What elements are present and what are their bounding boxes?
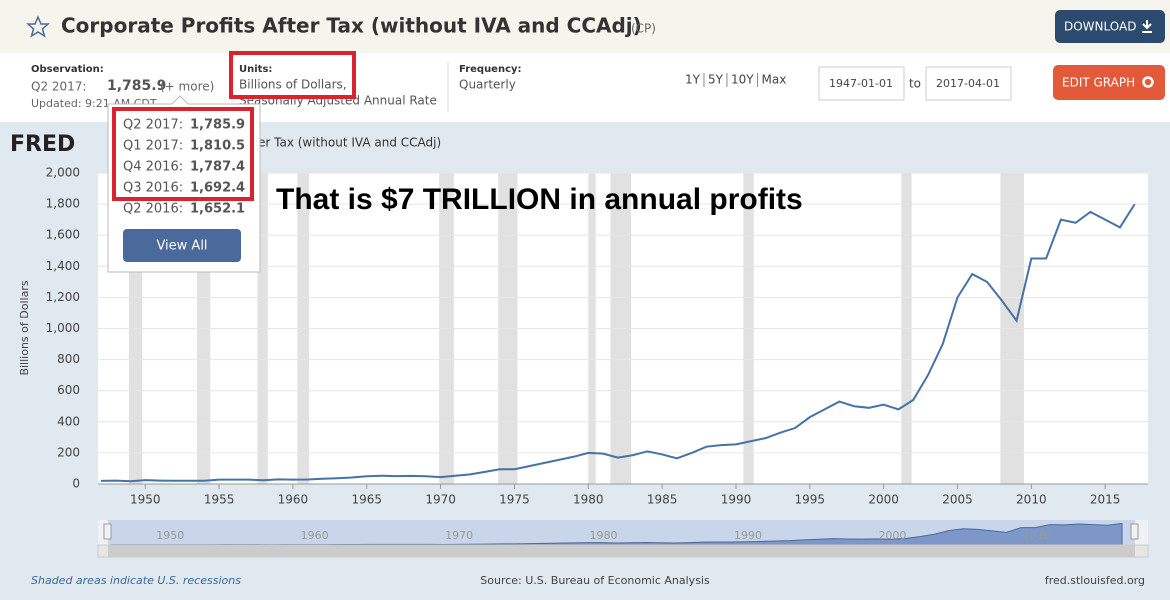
y-tick-label: 1,600 [46,228,80,242]
x-tick-label: 2015 [1090,493,1121,507]
range-link[interactable]: 10Y [731,73,754,87]
units-label: Units: [239,64,272,75]
download-button[interactable] [1055,10,1165,43]
range-link[interactable]: 1Y [685,73,701,87]
x-tick-label: 1990 [721,493,752,507]
series-code: (CP) [631,22,656,36]
navigator-tick-label: 1970 [445,529,473,542]
popup-date: Q4 2016: [123,160,183,175]
y-tick-label: 1,000 [46,321,80,335]
navigator-tick-label: 1990 [734,529,762,542]
annotation: That is $7 TRILLION in annual profits [276,183,803,216]
navigator-tick-label: 1960 [301,529,329,542]
popup-date: Q2 2017: [123,118,183,133]
navigator-tick-label: 1980 [590,529,618,542]
navigator-handle[interactable] [1130,523,1139,540]
highlight-box [112,107,254,201]
y-tick-label: 200 [57,445,80,459]
navigator-tick-label: 2000 [878,529,906,542]
scrollbar-thumb[interactable] [108,545,1135,557]
frequency-label: Frequency: [459,64,522,75]
view-all-label: View All [156,239,207,254]
highlight-box [229,51,356,99]
popup-date: Q2 2016: [123,202,183,217]
to-label: to [909,77,921,91]
y-tick-label: 400 [57,414,80,428]
series-line [100,203,1136,483]
navigator-handle[interactable] [103,523,112,540]
y-tick-label: 1,400 [46,259,80,273]
range-link[interactable]: Max [762,73,787,87]
edit-graph-button[interactable] [1053,65,1165,100]
y-tick-label: 800 [57,352,80,366]
x-tick-label: 1985 [647,493,678,507]
source: Source: U.S. Bureau of Economic Analysis [480,574,710,587]
series-title: Corporate Profits After Tax (without IVA… [61,14,642,38]
edit-graph-label: EDIT GRAPH [1062,76,1135,90]
observation-value: 1,785.9 [107,78,166,94]
units: Billions of Dollars, [239,78,347,92]
x-tick-label: 1950 [130,493,161,507]
chart-title: er Tax (without IVA and CCAdj) [258,136,441,150]
recession-note: Shaded areas indicate U.S. recessions [31,574,241,587]
x-tick-label: 1980 [573,493,604,507]
navigator-series: 1950 1960 1970 1980 1990 2000 2010 [110,522,1123,546]
download-icon [1142,20,1152,33]
site: fred.stlouisfed.org [1045,574,1145,587]
frequency: Quarterly [459,78,516,92]
x-tick-label: 1955 [204,493,235,507]
y-tick-label: 0 [72,477,80,491]
x-tick-label: 1995 [795,493,826,507]
popup-value: 1,787.4 [190,160,245,175]
y-axis-label: Billions of Dollars [18,280,31,375]
start-date-input[interactable] [818,66,905,101]
start-date: 1947-01-01 [829,77,893,90]
popup-value: 1,692.4 [190,181,245,196]
gear-icon [1142,76,1154,88]
range-links: 1Y 5Y 10Y Max [685,73,787,87]
download-label: DOWNLOAD [1064,20,1136,34]
navigator-tick-label: 2010 [1023,529,1051,542]
popup-date: Q1 2017: [123,139,183,154]
navigator-tick-label: 1950 [156,529,184,542]
y-tick-label: 1,200 [46,290,80,304]
popup-value: 1,652.1 [190,202,245,217]
observation-label: Observation: [31,64,104,75]
x-tick-label: 1960 [278,493,309,507]
popup-value: 1,810.5 [190,139,245,154]
popup-value: 1,785.9 [190,118,245,133]
observation: Q2 2017: [31,80,86,94]
x-tick-label: 2010 [1016,493,1047,507]
end-date: 2017-04-01 [936,77,1000,90]
x-tick-label: 1970 [425,493,456,507]
end-date-input[interactable] [925,66,1012,101]
x-tick-label: 2005 [942,493,973,507]
x-tick-label: 1965 [352,493,383,507]
y-tick-label: 2,000 [46,166,80,180]
y-tick-label: 1,800 [46,197,80,211]
fred-logo: FRED [10,132,75,157]
y-tick-label: 600 [57,383,80,397]
x-tick-label: 2000 [868,493,899,507]
more-link[interactable]: (+ more) [160,80,214,94]
x-tick-label: 1975 [499,493,530,507]
popup: Q2 2017: 1,785.9 Q1 2017: 1,810.5 Q4 2016: 1,… [107,95,261,273]
range-link[interactable]: 5Y [708,73,724,87]
popup-date: Q3 2016: [123,181,183,196]
header-bg [0,0,1170,53]
popup-box [107,95,261,273]
view-all-button[interactable] [123,229,241,262]
star-icon[interactable] [26,15,50,38]
